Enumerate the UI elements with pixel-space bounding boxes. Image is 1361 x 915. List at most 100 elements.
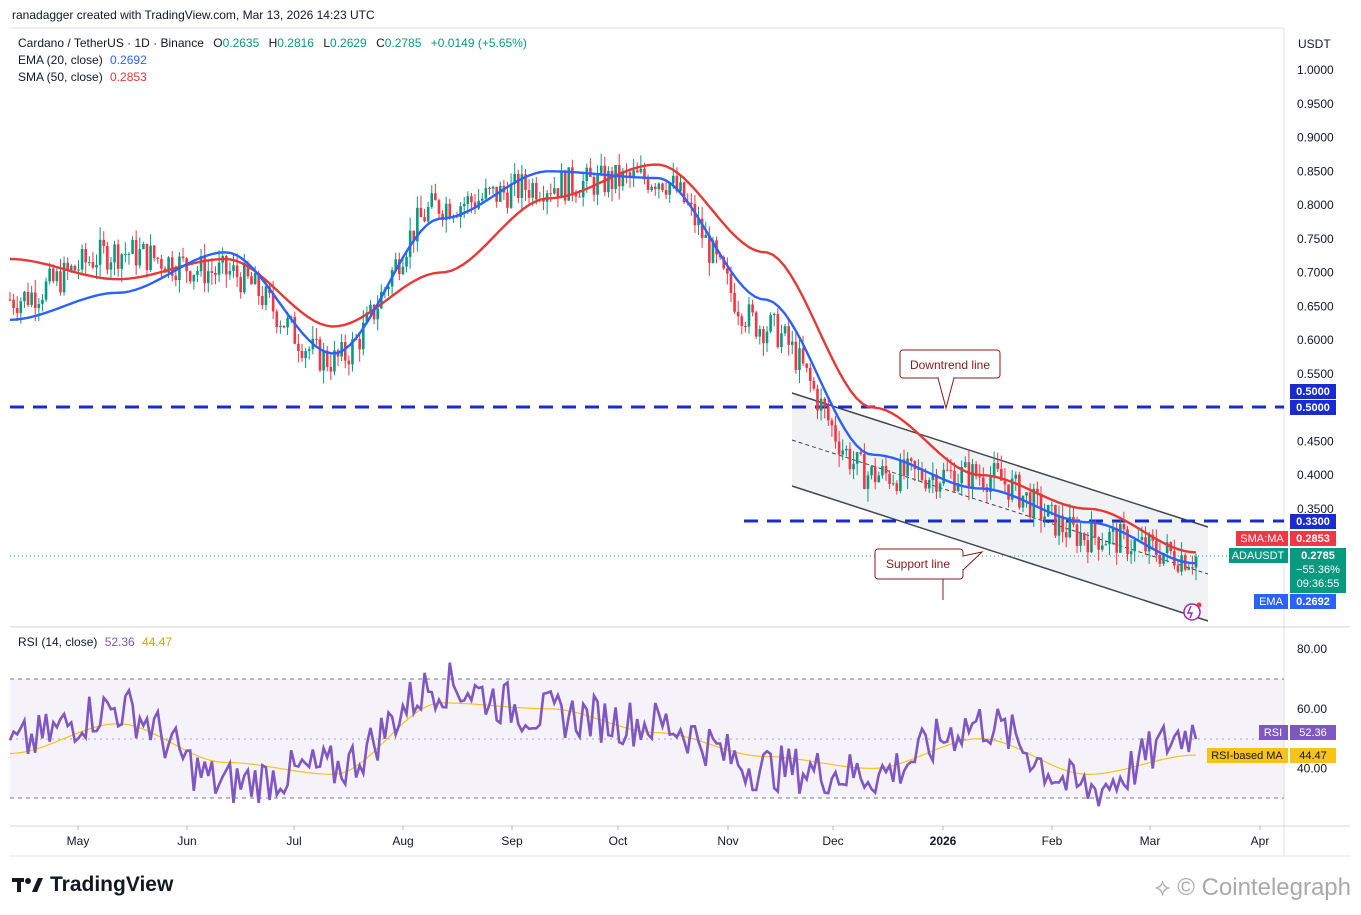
candle-body bbox=[1155, 540, 1158, 556]
candle-body bbox=[657, 183, 661, 190]
downtrend-annotation[interactable]: Downtrend line bbox=[899, 349, 1001, 410]
candle-body bbox=[394, 259, 398, 271]
downtrend-line[interactable] bbox=[791, 392, 1209, 528]
candle-body bbox=[243, 262, 246, 293]
candle-body bbox=[1000, 468, 1003, 481]
price-tick-label: 1.0000 bbox=[1297, 63, 1334, 77]
candle-body bbox=[1126, 529, 1129, 555]
time-tick-label: 2026 bbox=[930, 834, 957, 848]
svg-text:09:36:55: 09:36:55 bbox=[1297, 578, 1340, 590]
support-line[interactable] bbox=[791, 485, 1209, 622]
price-axis[interactable]: 1.0000 0.9500 0.9000 0.8500 0.8000 0.7500 0.70… bbox=[1297, 63, 1334, 516]
candle-body bbox=[1129, 551, 1133, 555]
candle-body bbox=[736, 311, 740, 317]
candle-body bbox=[1054, 504, 1057, 536]
candle-body bbox=[470, 196, 473, 203]
time-tick-label: Aug bbox=[392, 834, 413, 848]
candle-body bbox=[924, 480, 927, 489]
candle-body bbox=[19, 301, 23, 314]
candle-body bbox=[210, 271, 214, 273]
candle-body bbox=[1086, 540, 1090, 553]
candle-body bbox=[751, 304, 754, 313]
candle-body bbox=[812, 380, 816, 389]
ema-20-line[interactable] bbox=[9, 170, 1197, 565]
time-tick-label: Feb bbox=[1042, 834, 1063, 848]
price-tick-label: 0.7000 bbox=[1297, 266, 1334, 280]
downtrend-label: Downtrend line bbox=[910, 358, 990, 372]
candle-body bbox=[224, 255, 228, 275]
ema-legend[interactable]: EMA (20, close) 0.2692 bbox=[18, 53, 147, 67]
rsi-legend-value: 52.36 bbox=[104, 635, 135, 649]
candle-body bbox=[945, 469, 949, 471]
candle-body bbox=[300, 351, 304, 359]
candle-body bbox=[866, 475, 870, 489]
tag-0-3300: 0.3300 bbox=[1290, 514, 1336, 529]
candle-body bbox=[607, 170, 610, 193]
attribution: ranadagger created with TradingView.com,… bbox=[12, 8, 375, 22]
candle-body bbox=[98, 239, 102, 265]
candle-body bbox=[131, 239, 134, 254]
candle-body bbox=[333, 350, 336, 372]
replay-icon[interactable] bbox=[1183, 602, 1202, 621]
candle-body bbox=[1100, 545, 1104, 550]
candle-body bbox=[113, 244, 116, 263]
candle-body bbox=[257, 273, 261, 296]
candle-body bbox=[1104, 544, 1108, 546]
candle-body bbox=[1057, 515, 1061, 536]
candle-body bbox=[729, 273, 733, 293]
candle-body bbox=[325, 350, 329, 367]
candle-body bbox=[563, 172, 567, 201]
candle-body bbox=[845, 448, 848, 451]
candle-body bbox=[261, 295, 264, 306]
candle-body bbox=[253, 273, 257, 285]
rsi-legend[interactable]: RSI (14, close) 52.36 44.47 bbox=[18, 635, 173, 649]
candle-body bbox=[246, 262, 250, 277]
candle-body bbox=[808, 367, 812, 381]
candle-body bbox=[690, 202, 693, 204]
sma-50-line[interactable] bbox=[9, 163, 1197, 554]
candle-body bbox=[1032, 488, 1036, 518]
candle-body bbox=[304, 350, 307, 359]
candle-body bbox=[881, 465, 884, 476]
candle-body bbox=[1079, 533, 1082, 546]
open-value: 0.2635 bbox=[222, 36, 260, 50]
candle-body bbox=[1115, 528, 1118, 553]
candle-body bbox=[531, 182, 535, 198]
rsi-line[interactable] bbox=[8, 662, 1198, 807]
candle-body bbox=[963, 462, 967, 468]
candle-body bbox=[376, 308, 379, 320]
candle-body bbox=[416, 207, 419, 242]
candle-body bbox=[982, 477, 985, 488]
candle-body bbox=[506, 192, 509, 208]
candle-body bbox=[509, 183, 513, 208]
channel-midline bbox=[791, 439, 1209, 575]
candle-body bbox=[1014, 474, 1018, 479]
candle-body bbox=[1093, 522, 1097, 538]
candle-body bbox=[488, 188, 491, 190]
svg-text:0.5000: 0.5000 bbox=[1296, 386, 1330, 398]
candle-body bbox=[841, 450, 845, 455]
candle-body bbox=[387, 286, 390, 290]
candle-body bbox=[203, 256, 206, 284]
time-axis[interactable]: May Jun Jul Aug Sep Oct Nov Dec 2026 Feb Mar Apr bbox=[67, 826, 1270, 848]
candle-body bbox=[322, 350, 325, 371]
candle-body bbox=[891, 483, 895, 485]
svg-text:0.5000: 0.5000 bbox=[1296, 402, 1330, 414]
candle-body bbox=[127, 253, 131, 255]
ema-tag: EMA 0.2692 bbox=[1254, 594, 1336, 609]
svg-text:0.3300: 0.3300 bbox=[1296, 516, 1330, 528]
candle-body bbox=[549, 193, 553, 195]
support-annotation[interactable]: Support line bbox=[874, 548, 984, 600]
candle-body bbox=[462, 203, 466, 207]
candle-body bbox=[877, 475, 881, 483]
sma-legend[interactable]: SMA (50, close) 0.2853 bbox=[18, 70, 147, 84]
ohlc-legend[interactable]: Cardano / TetherUS · 1D · Binance O0.263… bbox=[18, 36, 527, 50]
candle-body bbox=[73, 265, 77, 271]
time-tick-label: Oct bbox=[609, 834, 628, 848]
tradingview-logo[interactable]: TradingView bbox=[12, 873, 173, 897]
candle-body bbox=[358, 338, 361, 350]
candle-body bbox=[340, 342, 343, 357]
candle-body bbox=[498, 185, 502, 202]
candle-body bbox=[206, 271, 210, 284]
candle-body bbox=[380, 291, 383, 309]
